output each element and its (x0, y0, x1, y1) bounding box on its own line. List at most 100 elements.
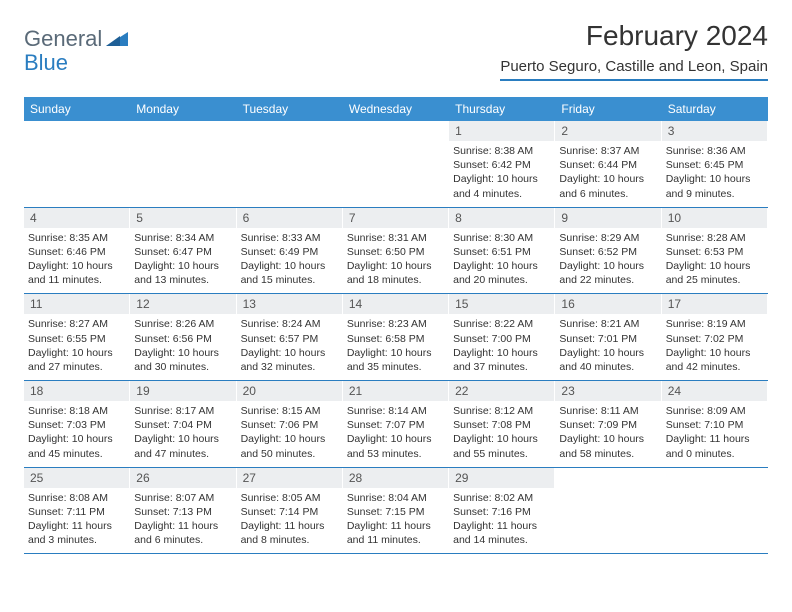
day-number: 15 (449, 294, 554, 314)
day-cell: 8Sunrise: 8:30 AMSunset: 6:51 PMDaylight… (449, 208, 555, 294)
day-details: Sunrise: 8:11 AMSunset: 7:09 PMDaylight:… (555, 401, 660, 467)
day-cell: 23Sunrise: 8:11 AMSunset: 7:09 PMDayligh… (555, 381, 661, 467)
daylight-text: Daylight: 10 hours and 47 minutes. (134, 432, 231, 460)
daylight-text: Daylight: 10 hours and 50 minutes. (241, 432, 338, 460)
day-details: Sunrise: 8:12 AMSunset: 7:08 PMDaylight:… (449, 401, 554, 467)
sunrise-text: Sunrise: 8:24 AM (241, 317, 338, 331)
daylight-text: Daylight: 10 hours and 55 minutes. (453, 432, 550, 460)
sunrise-text: Sunrise: 8:28 AM (666, 231, 763, 245)
dow-tuesday: Tuesday (237, 97, 343, 121)
sunset-text: Sunset: 6:46 PM (28, 245, 125, 259)
week-row: 25Sunrise: 8:08 AMSunset: 7:11 PMDayligh… (24, 468, 768, 555)
day-number: 23 (555, 381, 660, 401)
daylight-text: Daylight: 11 hours and 3 minutes. (28, 519, 125, 547)
day-cell: 5Sunrise: 8:34 AMSunset: 6:47 PMDaylight… (130, 208, 236, 294)
sunset-text: Sunset: 6:45 PM (666, 158, 763, 172)
day-cell: 21Sunrise: 8:14 AMSunset: 7:07 PMDayligh… (343, 381, 449, 467)
sunrise-text: Sunrise: 8:08 AM (28, 491, 125, 505)
sunset-text: Sunset: 7:16 PM (453, 505, 550, 519)
day-cell: 9Sunrise: 8:29 AMSunset: 6:52 PMDaylight… (555, 208, 661, 294)
dow-monday: Monday (130, 97, 236, 121)
day-details: Sunrise: 8:34 AMSunset: 6:47 PMDaylight:… (130, 228, 235, 294)
daylight-text: Daylight: 10 hours and 15 minutes. (241, 259, 338, 287)
sunset-text: Sunset: 6:44 PM (559, 158, 656, 172)
daylight-text: Daylight: 11 hours and 14 minutes. (453, 519, 550, 547)
day-cell (555, 468, 661, 554)
day-details: Sunrise: 8:30 AMSunset: 6:51 PMDaylight:… (449, 228, 554, 294)
day-cell (343, 121, 449, 207)
week-row: 18Sunrise: 8:18 AMSunset: 7:03 PMDayligh… (24, 381, 768, 468)
sunset-text: Sunset: 7:07 PM (347, 418, 444, 432)
sunrise-text: Sunrise: 8:27 AM (28, 317, 125, 331)
day-cell: 16Sunrise: 8:21 AMSunset: 7:01 PMDayligh… (555, 294, 661, 380)
day-details: Sunrise: 8:28 AMSunset: 6:53 PMDaylight:… (662, 228, 767, 294)
sunset-text: Sunset: 6:51 PM (453, 245, 550, 259)
day-cell (24, 121, 130, 207)
day-number: 27 (237, 468, 342, 488)
sunset-text: Sunset: 7:00 PM (453, 332, 550, 346)
day-details: Sunrise: 8:14 AMSunset: 7:07 PMDaylight:… (343, 401, 448, 467)
sunrise-text: Sunrise: 8:26 AM (134, 317, 231, 331)
day-number: 2 (555, 121, 660, 141)
day-cell: 14Sunrise: 8:23 AMSunset: 6:58 PMDayligh… (343, 294, 449, 380)
sunrise-text: Sunrise: 8:30 AM (453, 231, 550, 245)
day-number: 24 (662, 381, 767, 401)
day-cell: 19Sunrise: 8:17 AMSunset: 7:04 PMDayligh… (130, 381, 236, 467)
day-details: Sunrise: 8:05 AMSunset: 7:14 PMDaylight:… (237, 488, 342, 554)
sunset-text: Sunset: 7:11 PM (28, 505, 125, 519)
day-details: Sunrise: 8:35 AMSunset: 6:46 PMDaylight:… (24, 228, 129, 294)
sunrise-text: Sunrise: 8:12 AM (453, 404, 550, 418)
day-number: 9 (555, 208, 660, 228)
day-details: Sunrise: 8:26 AMSunset: 6:56 PMDaylight:… (130, 314, 235, 380)
daylight-text: Daylight: 10 hours and 40 minutes. (559, 346, 656, 374)
day-cell: 1Sunrise: 8:38 AMSunset: 6:42 PMDaylight… (449, 121, 555, 207)
week-row: 11Sunrise: 8:27 AMSunset: 6:55 PMDayligh… (24, 294, 768, 381)
sunrise-text: Sunrise: 8:21 AM (559, 317, 656, 331)
daylight-text: Daylight: 10 hours and 9 minutes. (666, 172, 763, 200)
day-details: Sunrise: 8:23 AMSunset: 6:58 PMDaylight:… (343, 314, 448, 380)
sunset-text: Sunset: 6:42 PM (453, 158, 550, 172)
sunset-text: Sunset: 7:09 PM (559, 418, 656, 432)
day-cell: 11Sunrise: 8:27 AMSunset: 6:55 PMDayligh… (24, 294, 130, 380)
daylight-text: Daylight: 10 hours and 11 minutes. (28, 259, 125, 287)
sunrise-text: Sunrise: 8:05 AM (241, 491, 338, 505)
sunrise-text: Sunrise: 8:23 AM (347, 317, 444, 331)
sunset-text: Sunset: 6:58 PM (347, 332, 444, 346)
sunrise-text: Sunrise: 8:14 AM (347, 404, 444, 418)
logo-triangle-icon (106, 30, 128, 49)
sunrise-text: Sunrise: 8:22 AM (453, 317, 550, 331)
sunset-text: Sunset: 7:03 PM (28, 418, 125, 432)
daylight-text: Daylight: 10 hours and 58 minutes. (559, 432, 656, 460)
sunrise-text: Sunrise: 8:33 AM (241, 231, 338, 245)
day-details: Sunrise: 8:09 AMSunset: 7:10 PMDaylight:… (662, 401, 767, 467)
day-cell: 15 Sunrise: 8:22 AMSunset: 7:00 PMDayligh… (449, 294, 555, 380)
sunrise-text: Sunrise: 8:09 AM (666, 404, 763, 418)
day-number: 10 (662, 208, 767, 228)
day-cell: 29Sunrise: 8:02 AMSunset: 7:16 PMDayligh… (449, 468, 555, 554)
sunset-text: Sunset: 7:04 PM (134, 418, 231, 432)
logo-text-general: General (24, 26, 102, 52)
day-number: 16 (555, 294, 660, 314)
day-number: 28 (343, 468, 448, 488)
day-number: 13 (237, 294, 342, 314)
dow-sunday: Sunday (24, 97, 130, 121)
day-number: 14 (343, 294, 448, 314)
daylight-text: Daylight: 10 hours and 30 minutes. (134, 346, 231, 374)
daylight-text: Daylight: 10 hours and 42 minutes. (666, 346, 763, 374)
daylight-text: Daylight: 10 hours and 37 minutes. (453, 346, 550, 374)
sunrise-text: Sunrise: 8:34 AM (134, 231, 231, 245)
sunset-text: Sunset: 7:08 PM (453, 418, 550, 432)
sunrise-text: Sunrise: 8:18 AM (28, 404, 125, 418)
page-header: General February 2024 Puerto Seguro, Cas… (24, 20, 768, 81)
week-row: 4Sunrise: 8:35 AMSunset: 6:46 PMDaylight… (24, 208, 768, 295)
day-of-week-header-row: Sunday Monday Tuesday Wednesday Thursday… (24, 97, 768, 121)
sunset-text: Sunset: 6:53 PM (666, 245, 763, 259)
dow-thursday: Thursday (449, 97, 555, 121)
sunrise-text: Sunrise: 8:04 AM (347, 491, 444, 505)
day-cell: 22Sunrise: 8:12 AMSunset: 7:08 PMDayligh… (449, 381, 555, 467)
daylight-text: Daylight: 10 hours and 27 minutes. (28, 346, 125, 374)
day-cell: 20Sunrise: 8:15 AMSunset: 7:06 PMDayligh… (237, 381, 343, 467)
daylight-text: Daylight: 11 hours and 0 minutes. (666, 432, 763, 460)
day-details: Sunrise: 8:15 AMSunset: 7:06 PMDaylight:… (237, 401, 342, 467)
sunrise-text: Sunrise: 8:31 AM (347, 231, 444, 245)
